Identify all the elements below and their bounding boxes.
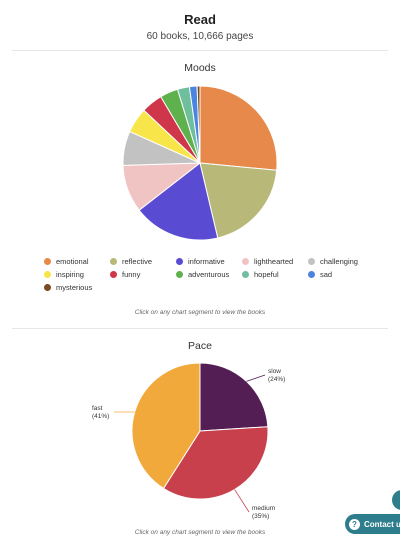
legend-swatch	[44, 258, 51, 265]
legend-swatch	[44, 284, 51, 291]
moods-title: Moods	[184, 62, 216, 74]
divider	[12, 328, 388, 329]
moods-pie-chart[interactable]	[0, 80, 400, 250]
legend-swatch	[242, 271, 249, 278]
pie-slice-slow[interactable]	[199, 362, 269, 432]
contact-us-label: Contact u	[364, 519, 400, 529]
legend-swatch	[110, 258, 117, 265]
floating-action-button[interactable]	[392, 490, 400, 510]
legend-label: sad	[320, 270, 333, 279]
legend-swatch	[176, 271, 183, 278]
legend-swatch	[308, 271, 315, 278]
legend-label: informative	[188, 257, 225, 266]
help-icon: ?	[349, 518, 360, 530]
legend-label: funny	[122, 270, 141, 279]
pace-value-medium: (35%)	[252, 513, 269, 520]
pace-value-fast: (41%)	[92, 413, 109, 420]
contact-us-button[interactable]: ? Contact u	[345, 514, 400, 534]
legend-label: hopeful	[254, 270, 279, 279]
page-title: Read	[184, 12, 216, 27]
legend-label: lighthearted	[254, 257, 294, 266]
pie-slice-informative[interactable]	[138, 162, 219, 241]
legend-label: inspiring	[56, 270, 84, 279]
legend-label: adventurous	[188, 270, 230, 279]
pie-slice-emotional[interactable]	[199, 85, 278, 171]
pie-slice-medium[interactable]	[162, 426, 269, 500]
legend-label: emotional	[56, 257, 89, 266]
pace-label-slow: slow	[268, 368, 281, 375]
legend-label: challenging	[320, 257, 358, 266]
legend-swatch	[44, 271, 51, 278]
legend-swatch	[242, 258, 249, 265]
page-subtitle: 60 books, 10,666 pages	[146, 31, 254, 42]
legend-label: reflective	[122, 257, 153, 266]
pace-title: Pace	[188, 340, 212, 352]
pace-pie-chart[interactable]: slow(24%) medium(35%) fast(41%)	[0, 352, 400, 527]
pie-slice-fast[interactable]	[131, 362, 201, 490]
divider	[12, 50, 388, 51]
legend-label: mysterious	[56, 283, 93, 292]
legend-swatch	[176, 258, 183, 265]
read-summary-header: Read 60 books, 10,666 pages	[0, 12, 400, 42]
moods-hint: Click on any chart segment to view the b…	[134, 309, 266, 316]
pie-slice-mysterious[interactable]	[196, 85, 201, 164]
pace-label-medium: medium	[252, 505, 275, 512]
legend-swatch	[110, 271, 117, 278]
pace-label-fast: fast	[92, 405, 103, 412]
pace-label-leader-medium	[234, 489, 250, 513]
pie-slice-reflective[interactable]	[199, 162, 278, 239]
pace-hint: Click on any chart segment to view the b…	[134, 529, 266, 536]
pace-value-slow: (24%)	[268, 376, 285, 383]
legend-swatch	[308, 258, 315, 265]
pace-label-leader-slow	[246, 374, 266, 382]
